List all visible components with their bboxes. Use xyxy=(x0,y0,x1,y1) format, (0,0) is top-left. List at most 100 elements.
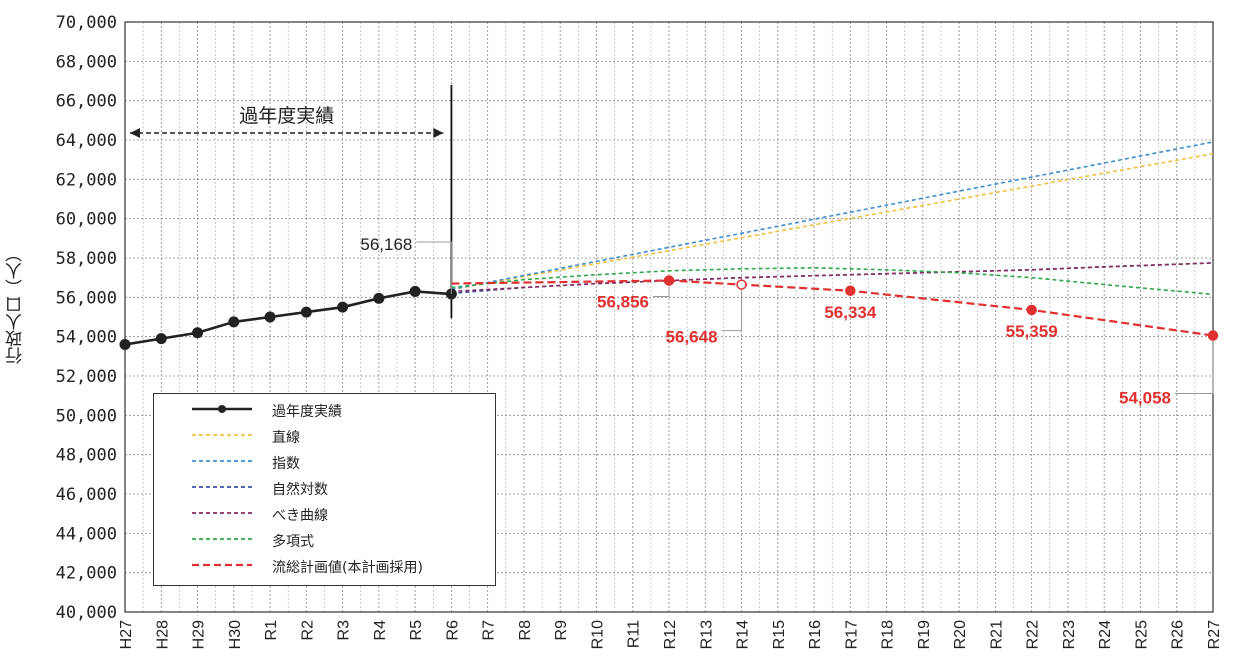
data-point xyxy=(373,292,385,304)
legend-item: べき曲線 xyxy=(154,502,495,527)
series-line xyxy=(451,267,1214,296)
range-annotation: 過年度実績 xyxy=(130,85,453,318)
data-point xyxy=(119,339,131,351)
series-lines xyxy=(119,141,1214,351)
x-tick-label: R8 xyxy=(517,620,534,641)
leader-line xyxy=(721,284,743,332)
x-tick-label: R13 xyxy=(698,620,715,649)
y-tick-label: 44,000 xyxy=(56,524,117,544)
legend-item: 指数 xyxy=(154,450,495,475)
data-point xyxy=(1026,304,1037,316)
legend-swatch-icon xyxy=(192,538,252,540)
data-point xyxy=(736,279,747,290)
x-tick-label: R5 xyxy=(408,620,425,641)
x-tick-label: H30 xyxy=(227,620,244,649)
y-tick-label: 46,000 xyxy=(56,485,117,505)
y-tick-label: 42,000 xyxy=(56,564,117,584)
data-point xyxy=(155,333,167,345)
data-label: 54,058 xyxy=(1119,389,1171,408)
y-tick-label: 60,000 xyxy=(56,210,117,230)
x-tick-label: R12 xyxy=(662,620,679,649)
data-point xyxy=(264,311,276,323)
y-tick-label: 58,000 xyxy=(56,249,117,269)
x-tick-label: H28 xyxy=(154,620,171,649)
data-point xyxy=(300,306,312,318)
y-tick-label: 40,000 xyxy=(56,603,117,623)
legend-swatch-icon xyxy=(192,434,252,436)
legend-swatch-icon xyxy=(192,405,252,413)
legend-swatch-icon xyxy=(192,512,252,514)
legend-swatch-icon xyxy=(192,486,252,488)
data-label: 55,359 xyxy=(1006,322,1058,341)
data-point xyxy=(192,327,204,339)
y-tick-label: 56,000 xyxy=(56,288,117,308)
x-tick-label: R4 xyxy=(372,620,389,641)
legend-label: 多項式 xyxy=(272,534,314,550)
x-tick-label: R11 xyxy=(626,620,643,648)
x-tick-label: R7 xyxy=(481,620,498,641)
x-tick-label: R27 xyxy=(1206,620,1223,649)
legend-label: 自然対数 xyxy=(272,482,328,498)
x-tick-label: R17 xyxy=(843,620,860,649)
tick-labels: 40,000 42,000 44,000 46,000 48,000 50,000 52,0… xyxy=(56,13,1223,649)
data-label: 56,648 xyxy=(666,328,718,347)
data-point xyxy=(1207,330,1219,341)
legend-swatch-icon xyxy=(192,563,252,567)
x-tick-label: R14 xyxy=(735,620,752,649)
x-tick-label: R19 xyxy=(916,620,933,649)
x-tick-label: R10 xyxy=(589,620,606,649)
x-tick-label: R16 xyxy=(807,620,824,649)
legend-item: 流総計画値(本計画採用) xyxy=(154,554,495,579)
x-tick-label: R23 xyxy=(1061,620,1078,649)
x-tick-label: R26 xyxy=(1170,620,1187,649)
data-point xyxy=(337,301,349,313)
legend-label: 過年度実績 xyxy=(272,404,342,420)
y-axis-label: 行政人口（人） xyxy=(6,245,26,365)
y-tick-label: 62,000 xyxy=(56,170,117,190)
legend-label: 指数 xyxy=(272,456,300,472)
x-tick-label: R1 xyxy=(263,620,280,641)
x-tick-label: R18 xyxy=(880,620,897,649)
y-tick-label: 48,000 xyxy=(56,446,117,466)
x-tick-label: H27 xyxy=(118,620,135,649)
data-point xyxy=(845,285,856,297)
series-line xyxy=(451,262,1214,293)
data-label: 56,168 xyxy=(360,235,412,254)
legend-item: 自然対数 xyxy=(154,476,495,501)
legend-label: べき曲線 xyxy=(272,508,328,524)
x-tick-label: R21 xyxy=(988,620,1005,649)
y-tick-label: 54,000 xyxy=(56,328,117,348)
x-tick-label: R6 xyxy=(444,620,461,641)
legend-item: 過年度実績 xyxy=(154,398,495,423)
plot-frame xyxy=(124,21,1214,613)
y-tick-label: 52,000 xyxy=(56,367,117,387)
legend-item: 多項式 xyxy=(154,528,495,553)
data-point xyxy=(663,275,675,286)
x-tick-label: R25 xyxy=(1133,620,1150,649)
series-line xyxy=(124,290,452,346)
data-labels: 56,168 56,856 56,648 56,334 55,359 54,058 xyxy=(360,235,1219,408)
y-tick-label: 50,000 xyxy=(56,406,117,426)
leader-line xyxy=(1175,335,1214,395)
y-tick-label: 70,000 xyxy=(56,13,117,33)
x-tick-label: R24 xyxy=(1097,620,1114,649)
axes xyxy=(124,21,1214,613)
y-tick-label: 64,000 xyxy=(56,131,117,151)
arrow-right-icon xyxy=(433,128,444,138)
data-point xyxy=(228,316,240,328)
x-tick-label: R9 xyxy=(553,620,570,641)
legend-label: 直線 xyxy=(272,430,300,446)
legend: 過年度実績 直線 指数 自然対数 べき曲線 多項式 流総計画値(本計画採用) xyxy=(153,393,496,586)
x-tick-label: R20 xyxy=(952,620,969,649)
y-tick-label: 66,000 xyxy=(56,92,117,112)
leader-line xyxy=(416,241,452,295)
x-tick-label: H29 xyxy=(191,620,208,649)
y-tick-label: 68,000 xyxy=(56,52,117,72)
x-tick-label: R22 xyxy=(1025,620,1042,649)
arrow-left-icon xyxy=(130,128,140,138)
series-line xyxy=(451,141,1214,291)
data-label: 56,856 xyxy=(597,292,649,311)
x-tick-label: R3 xyxy=(336,620,353,641)
range-label: 過年度実績 xyxy=(239,105,334,127)
